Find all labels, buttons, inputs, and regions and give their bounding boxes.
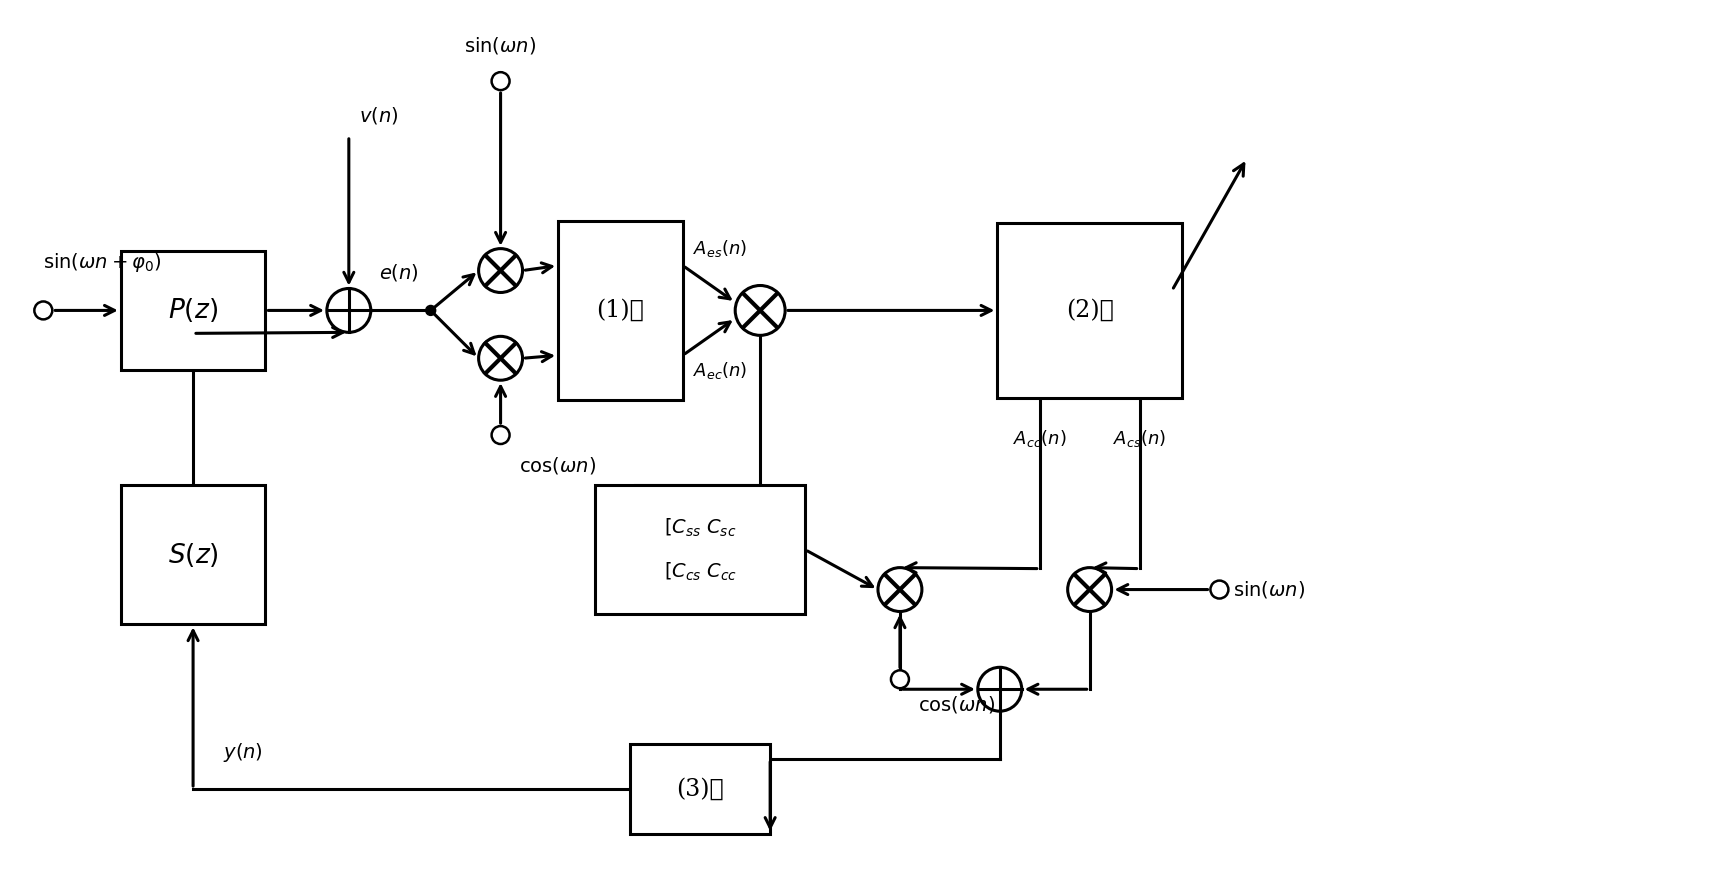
FancyBboxPatch shape (121, 485, 266, 624)
Text: $e(n)$: $e(n)$ (378, 262, 419, 283)
Circle shape (426, 306, 435, 316)
Text: $\cos(\omega n)$: $\cos(\omega n)$ (918, 695, 994, 715)
Text: $P(z)$: $P(z)$ (167, 297, 217, 325)
Text: $A_{es}(n)$: $A_{es}(n)$ (692, 238, 747, 259)
Text: $\left[C_{ss}\ C_{sc}\right.$: $\left[C_{ss}\ C_{sc}\right.$ (665, 517, 737, 539)
Text: $\sin(\omega n+\varphi_0)$: $\sin(\omega n+\varphi_0)$ (43, 251, 162, 274)
Text: $y(n)$: $y(n)$ (223, 741, 262, 764)
FancyBboxPatch shape (595, 485, 804, 614)
Text: (3)式: (3)式 (677, 778, 725, 800)
Circle shape (979, 667, 1022, 711)
Circle shape (492, 426, 509, 444)
Circle shape (35, 301, 52, 319)
Text: $S(z)$: $S(z)$ (167, 541, 219, 569)
Text: $A_{ec}(n)$: $A_{ec}(n)$ (692, 359, 747, 381)
Circle shape (1068, 568, 1112, 611)
Circle shape (879, 568, 922, 611)
Circle shape (492, 72, 509, 90)
Text: (2)式: (2)式 (1065, 299, 1113, 322)
FancyBboxPatch shape (630, 744, 770, 834)
Circle shape (891, 670, 910, 688)
FancyBboxPatch shape (998, 224, 1182, 398)
Text: $A_{cs}(n)$: $A_{cs}(n)$ (1113, 427, 1167, 449)
FancyBboxPatch shape (121, 250, 266, 370)
FancyBboxPatch shape (557, 221, 683, 401)
Text: $\sin(\omega n)$: $\sin(\omega n)$ (464, 35, 537, 56)
Circle shape (478, 336, 523, 380)
Circle shape (1210, 580, 1229, 598)
Text: $\sin(\omega n)$: $\sin(\omega n)$ (1234, 579, 1305, 600)
Text: $v(n)$: $v(n)$ (359, 105, 399, 126)
Text: $A_{cc}(n)$: $A_{cc}(n)$ (1013, 427, 1067, 449)
Text: (1)式: (1)式 (597, 299, 644, 322)
Circle shape (478, 249, 523, 292)
Circle shape (326, 289, 371, 333)
Circle shape (735, 285, 785, 335)
Text: $\left[C_{cs}\ C_{cc}\right.$: $\left[C_{cs}\ C_{cc}\right.$ (665, 561, 737, 583)
Text: $\cos(\omega n)$: $\cos(\omega n)$ (518, 455, 595, 476)
